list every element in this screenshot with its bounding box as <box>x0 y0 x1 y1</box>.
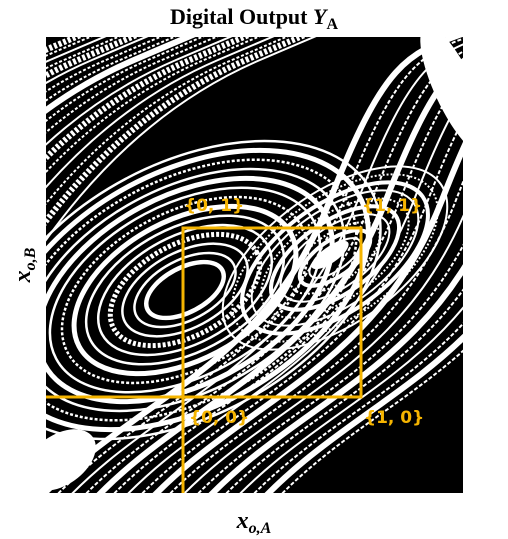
y-axis-label: xo,B <box>10 247 39 283</box>
title-text: Digital Output <box>170 4 308 29</box>
page: {"title": {"text": "Digital Output", "sy… <box>0 0 508 539</box>
x-axis-label: xo,A <box>236 508 272 537</box>
corner-label: {1, 0} <box>364 408 424 428</box>
corner-label: {1, 1} <box>362 196 422 216</box>
basin-image <box>0 0 508 520</box>
corner-label: {0, 1} <box>184 196 244 216</box>
x-label-symbol: x <box>236 508 249 534</box>
y-label-subscript: o,B <box>22 247 39 270</box>
corner-label: {0, 0} <box>189 408 249 428</box>
x-label-subscript: o,A <box>249 520 272 537</box>
figure: Digital Output YA {0, 1} {1, 1} {0, 0} {… <box>0 0 508 539</box>
y-label-symbol: x <box>10 270 36 283</box>
title-subscript: A <box>326 16 338 33</box>
title: Digital Output YA <box>170 4 338 33</box>
